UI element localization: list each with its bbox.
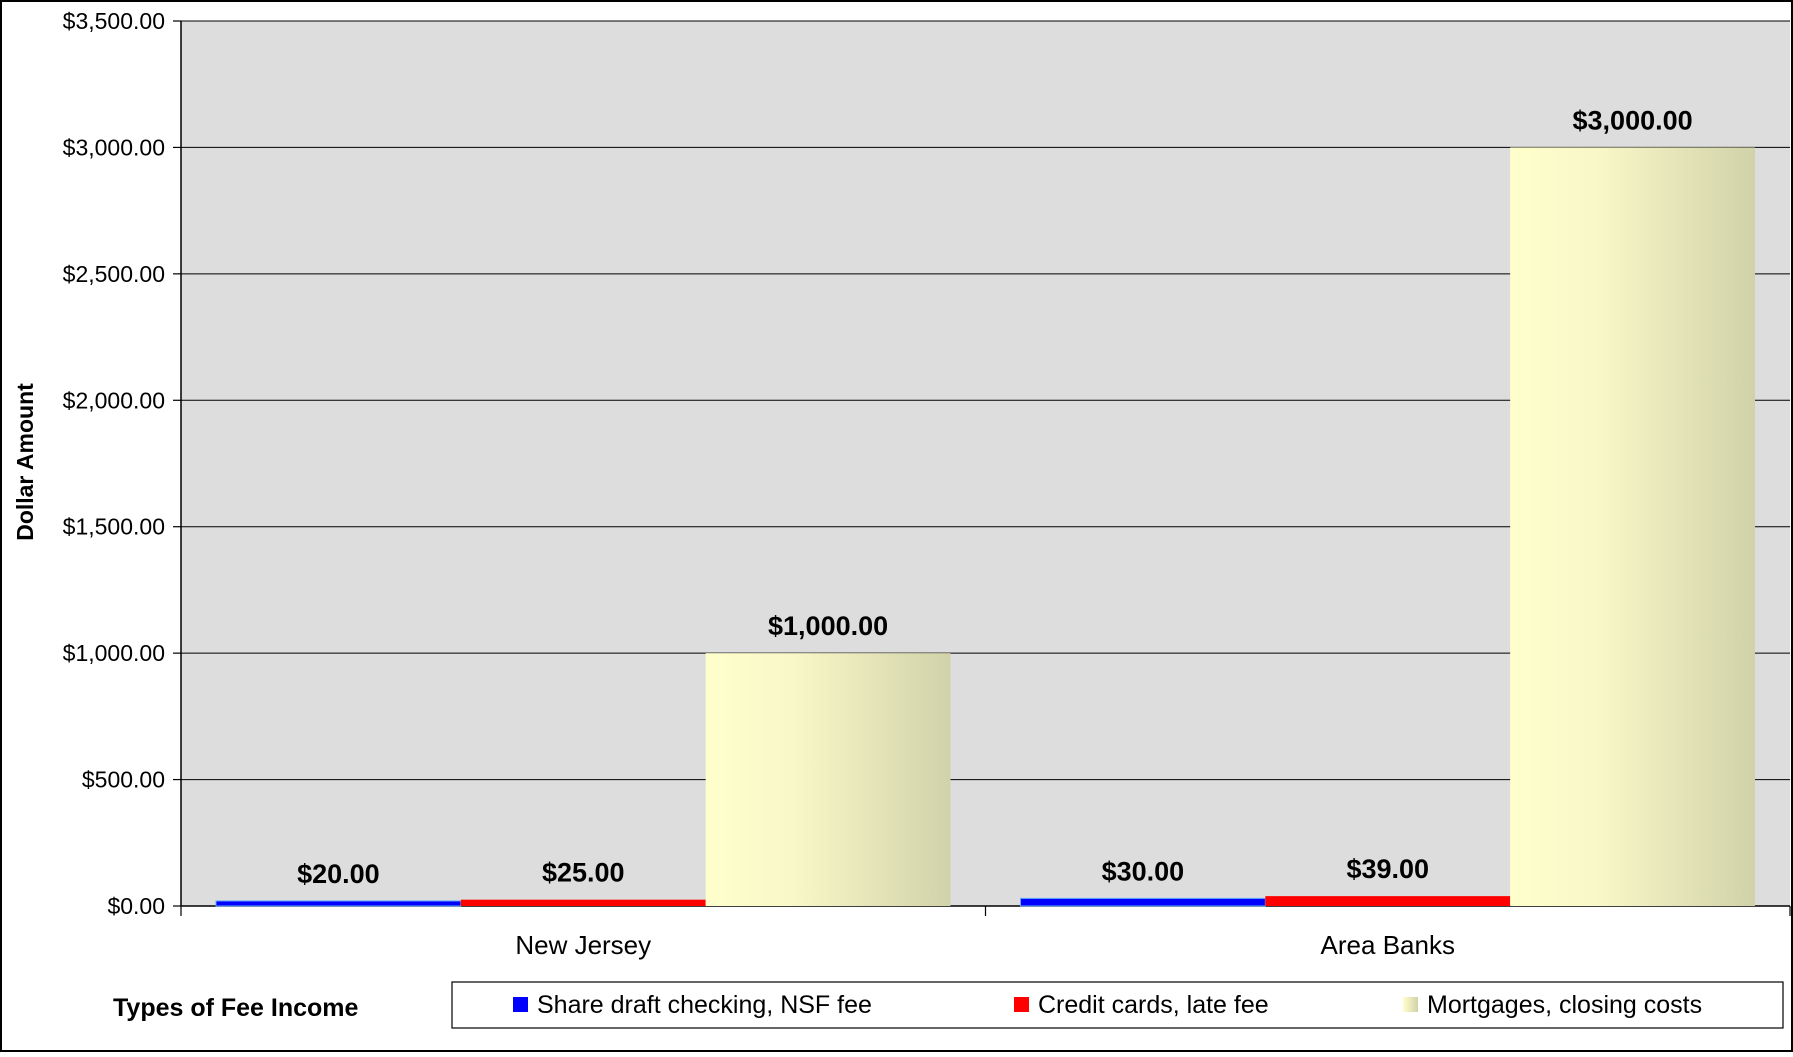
legend-entry-label: Credit cards, late fee	[1038, 991, 1269, 1019]
legend-swatch	[513, 997, 528, 1012]
bar	[1265, 896, 1511, 906]
data-label: $25.00	[542, 858, 625, 888]
legend-swatch	[1014, 997, 1029, 1012]
bars	[215, 147, 1756, 907]
bar	[1019, 897, 1266, 907]
legend-swatch	[1403, 997, 1418, 1012]
y-tick-label: $2,500.00	[63, 261, 165, 287]
legend-box	[451, 981, 1784, 1029]
y-tick-label: $3,000.00	[63, 134, 165, 160]
data-labels: $20.00 $25.00 $1,000.00 $30.00 $39.00 $3,000.…	[297, 105, 1693, 889]
axes: $0.00 $500.00 $1,000.00 $1,500.00 $2,000.00 $…	[63, 8, 1791, 960]
y-axis-title: Dollar Amount	[12, 383, 38, 541]
y-tick-label: $1,000.00	[63, 640, 165, 666]
legend: Share draft checking, NSF fee Credit card…	[451, 981, 1784, 1029]
legend-entry-label: Share draft checking, NSF fee	[537, 991, 872, 1019]
legend-entry-label: Mortgages, closing costs	[1427, 991, 1702, 1019]
bar	[1510, 147, 1756, 906]
y-tick-label: $500.00	[82, 767, 165, 793]
bar	[215, 900, 462, 907]
data-label: $20.00	[297, 859, 380, 889]
data-label: $30.00	[1102, 856, 1185, 886]
y-tick-label: $1,500.00	[63, 514, 165, 540]
y-tick-label: $2,000.00	[63, 387, 165, 413]
data-label: $1,000.00	[768, 611, 888, 641]
y-tick-label: $3,500.00	[63, 8, 165, 34]
bar	[460, 899, 706, 906]
data-label: $39.00	[1346, 854, 1429, 884]
y-tick-label: $0.00	[107, 893, 165, 919]
bar	[705, 653, 951, 906]
legend-title: Types of Fee Income	[113, 994, 359, 1022]
data-label: $3,000.00	[1573, 105, 1693, 135]
category-label: New Jersey	[515, 930, 651, 960]
category-label: Area Banks	[1321, 930, 1455, 960]
